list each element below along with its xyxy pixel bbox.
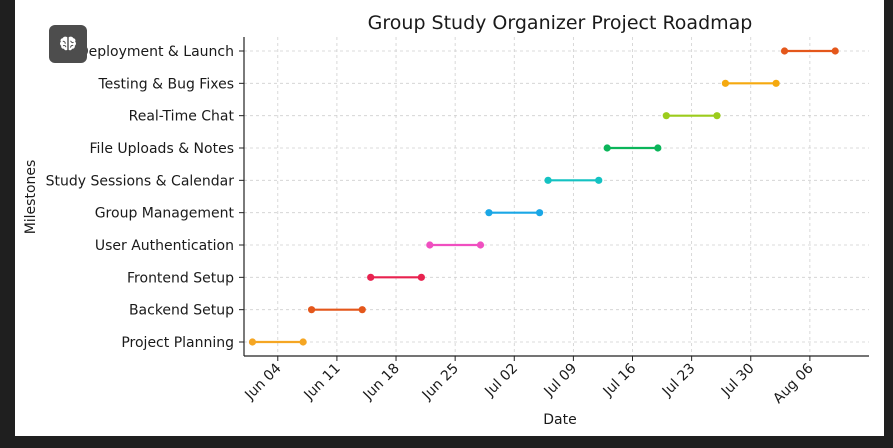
app-badge[interactable] bbox=[49, 25, 87, 63]
milestone-start-point bbox=[721, 79, 730, 87]
task-bars bbox=[248, 47, 839, 346]
roadmap-chart: Jun 04 Jun 11 Jun 18 Jun 25 Jul 02 Jul 09 Jul … bbox=[23, 12, 869, 428]
milestone-end-point bbox=[772, 79, 780, 87]
chart-frame: Jun 04 Jun 11 Jun 18 Jun 25 Jul 02 Jul 09 Jul … bbox=[15, 0, 884, 436]
axes bbox=[243, 37, 869, 357]
x-tick-label: Jun 04 bbox=[241, 360, 284, 403]
milestone-label: Testing & Bug Fixes bbox=[97, 76, 234, 92]
milestone-start-point bbox=[307, 306, 316, 314]
milestone-end-point bbox=[417, 273, 425, 281]
milestone-end-point bbox=[713, 112, 721, 120]
brain-icon bbox=[60, 36, 76, 51]
y-axis-label: Milestones bbox=[23, 160, 39, 235]
x-tick-label: Jul 02 bbox=[481, 361, 521, 401]
milestone-start-point bbox=[544, 176, 552, 184]
x-tick-label: Jun 18 bbox=[360, 361, 403, 404]
milestone-label: User Authentication bbox=[95, 238, 234, 254]
x-tick-label: Jul 09 bbox=[541, 361, 581, 401]
milestone-start-point bbox=[780, 47, 789, 55]
milestone-label: Real-Time Chat bbox=[129, 109, 235, 125]
x-tick-label: Jul 30 bbox=[718, 361, 758, 401]
milestone-start-point bbox=[662, 112, 670, 120]
milestone-label: File Uploads & Notes bbox=[90, 141, 234, 157]
milestone-label: Deployment & Launch bbox=[78, 44, 234, 60]
milestone-start-point bbox=[603, 144, 611, 152]
milestone-end-point bbox=[831, 47, 839, 55]
grid-lines bbox=[244, 37, 869, 356]
x-tick-label: Aug 06 bbox=[770, 360, 816, 406]
milestone-end-point bbox=[654, 144, 662, 152]
milestone-label: Backend Setup bbox=[129, 303, 234, 319]
milestone-start-point bbox=[248, 338, 257, 346]
y-ticks: Project Planning Backend Setup Frontend Se… bbox=[46, 44, 244, 351]
milestone-label: Study Sessions & Calendar bbox=[46, 173, 235, 189]
milestone-end-point bbox=[299, 338, 307, 346]
milestone-start-point bbox=[367, 273, 375, 281]
milestone-end-point bbox=[595, 176, 603, 184]
milestone-start-point bbox=[485, 209, 493, 217]
x-ticks: Jun 04 Jun 11 Jun 18 Jun 25 Jul 02 Jul 09 Jul … bbox=[241, 356, 817, 407]
x-axis-label: Date bbox=[543, 412, 576, 428]
milestone-end-point bbox=[536, 209, 544, 217]
x-tick-label: Jun 11 bbox=[301, 361, 344, 404]
chart-title: Group Study Organizer Project Roadmap bbox=[368, 12, 753, 34]
milestone-label: Frontend Setup bbox=[127, 270, 234, 286]
milestone-end-point bbox=[476, 241, 485, 249]
x-tick-label: Jul 23 bbox=[659, 361, 699, 401]
x-tick-label: Jul 16 bbox=[600, 360, 640, 400]
x-tick-label: Jun 25 bbox=[419, 361, 462, 404]
milestone-end-point bbox=[358, 306, 366, 314]
milestone-start-point bbox=[426, 241, 434, 249]
milestone-label: Project Planning bbox=[121, 335, 234, 351]
milestone-label: Group Management bbox=[95, 206, 235, 222]
